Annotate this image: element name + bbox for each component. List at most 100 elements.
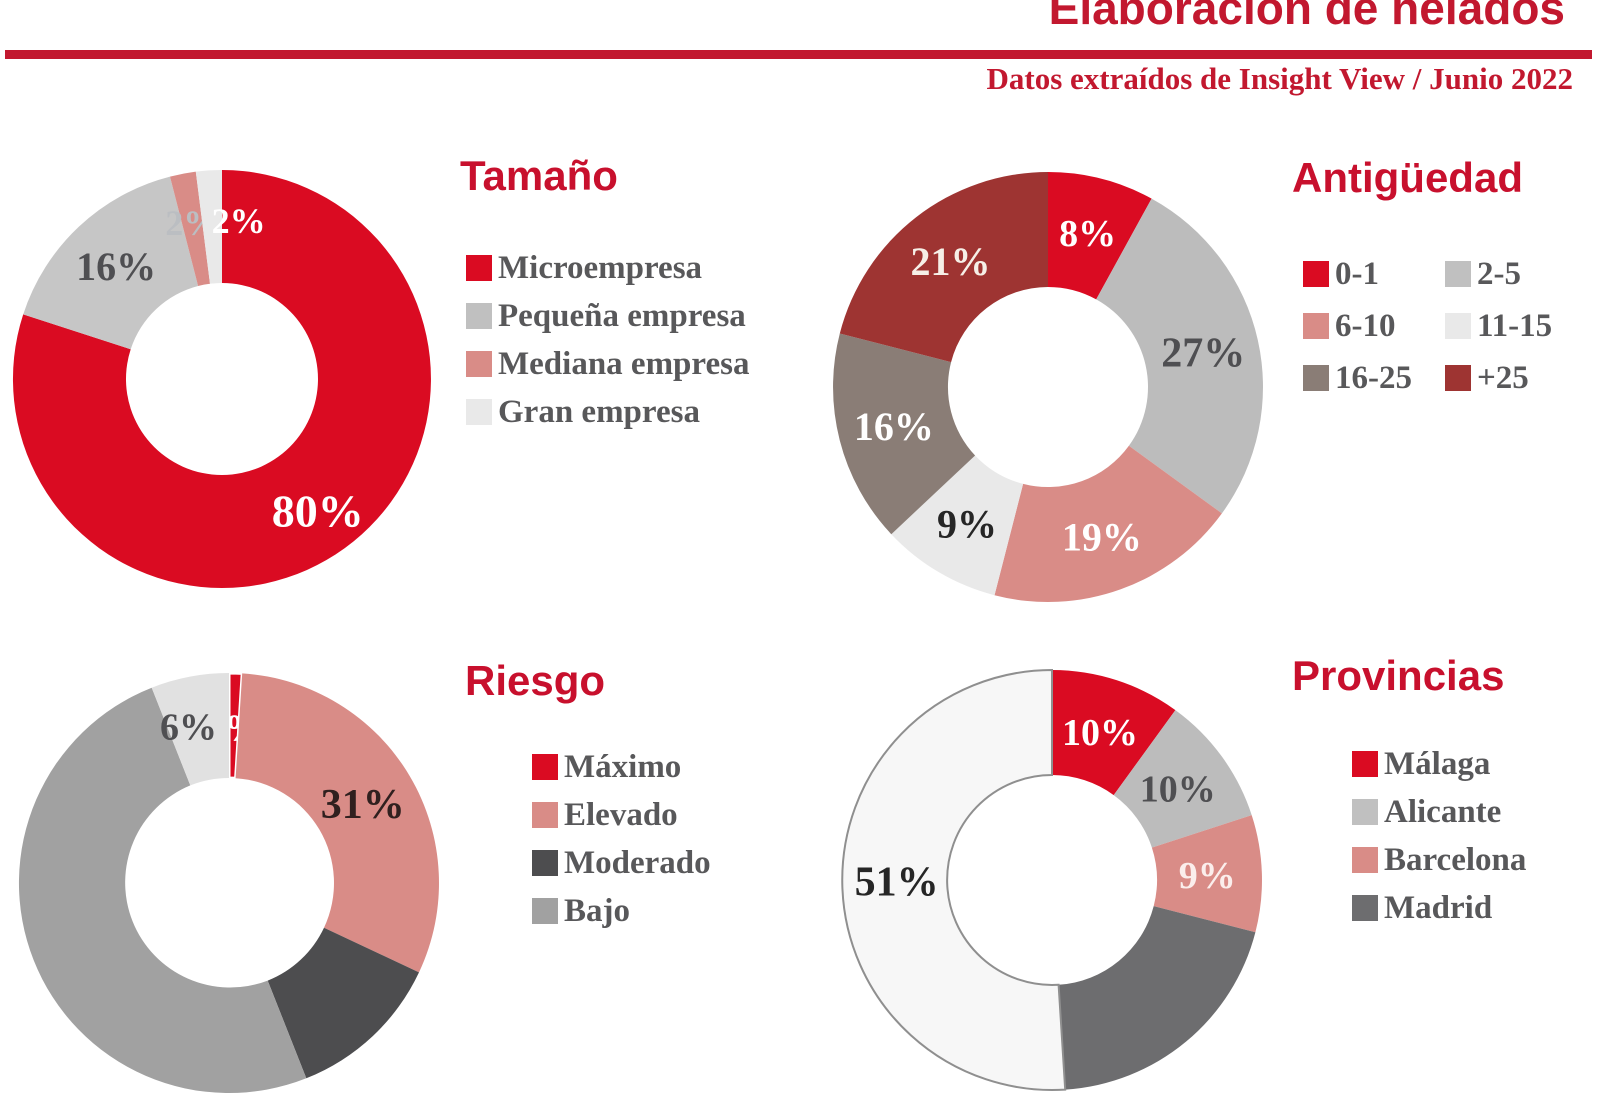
segment-percent-label: 27% [1161, 331, 1245, 377]
page-title: Elaboración de helados [1048, 0, 1565, 34]
legend-item: Barcelona [1352, 842, 1526, 878]
legend-swatch [1445, 365, 1471, 391]
donut-segment-2-5 [1096, 198, 1263, 514]
donut-segment-elevado [235, 673, 439, 973]
donut-segment--25 [839, 172, 1048, 363]
legend-swatch [466, 303, 492, 329]
segment-percent-label: 31% [321, 782, 405, 828]
donut-segment-0-1 [1048, 172, 1152, 300]
segment-percent-label: 51% [855, 860, 939, 906]
legend-item: 11-15 [1445, 308, 1600, 344]
legend-item: Madrid [1352, 890, 1526, 926]
donut-segment-gran-empresa [195, 169, 222, 284]
legend-swatch [1352, 751, 1378, 777]
donut-segment-m-laga [1052, 670, 1176, 796]
legend-tamano: Microempresa Pequeña empresa Mediana empre… [466, 250, 749, 430]
legend-item: Moderado [532, 845, 711, 881]
legend-riesgo: Máximo Elevado Moderado Bajo [532, 749, 711, 929]
legend-item-label: +25 [1477, 359, 1529, 396]
legend-item-label: Barcelona [1384, 841, 1527, 878]
donut-segment-peque-a-empresa [23, 176, 199, 350]
legend-item-label: Pequeña empresa [498, 297, 746, 334]
legend-item-label: Elevado [564, 796, 678, 833]
legend-item-label: 6-10 [1335, 307, 1396, 344]
legend-item-label: Madrid [1384, 889, 1493, 926]
donut-segment-microempresa [12, 170, 431, 588]
legend-item: Mediana empresa [466, 346, 749, 382]
donut-segment-alicante [1113, 710, 1252, 848]
legend-swatch [532, 754, 558, 780]
segment-percent-label: 10% [1140, 769, 1216, 811]
segment-percent-label: 8% [1059, 213, 1116, 255]
legend-swatch [532, 802, 558, 828]
segment-percent-label: 19% [1062, 514, 1142, 559]
segment-percent-label: 80% [272, 486, 364, 537]
legend-swatch [1303, 365, 1329, 391]
segment-percent-label: 6% [160, 706, 217, 748]
donut-chart-tamano: 80%16%2%2% [12, 169, 431, 588]
donut-segment [151, 673, 229, 786]
donut-segment-madrid [1058, 906, 1256, 1090]
donut-chart-antiguedad: 8% 27% 19% 9% 16% 21% [833, 172, 1263, 602]
donut-segment-6-10 [994, 445, 1222, 602]
chart-title-tamano: Tamaño [460, 152, 618, 199]
legend-item: 2-5 [1445, 256, 1600, 292]
legend-item: Pequeña empresa [466, 298, 749, 334]
legend-item-label: Mediana empresa [498, 345, 750, 382]
legend-item-label: Málaga [1384, 745, 1491, 782]
legend-item-label: Microempresa [498, 249, 703, 286]
chart-title-riesgo: Riesgo [465, 657, 606, 704]
legend-item: Microempresa [466, 250, 749, 286]
segment-percent-label: 9% [937, 502, 997, 547]
donut-chart-riesgo: 1%31%6% [18, 671, 439, 1094]
legend-swatch [1352, 799, 1378, 825]
legend-item: +25 [1445, 360, 1600, 396]
legend-swatch [1445, 313, 1471, 339]
segment-percent-label: 9% [1179, 855, 1236, 897]
legend-provincias: Málaga Alicante Barcelona Madrid [1352, 746, 1526, 926]
legend-swatch [532, 850, 558, 876]
legend-item-label: Máximo [564, 748, 682, 785]
legend-item-label: 0-1 [1335, 255, 1379, 292]
legend-antiguedad: 0-1 2-5 6-10 11-15 16-25 +25 [1303, 256, 1600, 396]
legend-item: Alicante [1352, 794, 1526, 830]
donut-segment-mediana-empresa [170, 171, 210, 286]
legend-item: 0-1 [1303, 256, 1445, 292]
segment-percent-label: 21% [911, 239, 991, 284]
segment-percent-label: 2% [212, 201, 266, 241]
legend-item: 6-10 [1303, 308, 1445, 344]
legend-item-label: 11-15 [1477, 307, 1553, 344]
chart-title-antiguedad: Antigüedad [1292, 154, 1523, 201]
legend-swatch [1352, 847, 1378, 873]
header-rule [5, 50, 1592, 59]
legend-swatch [466, 351, 492, 377]
legend-item-label: 2-5 [1477, 255, 1521, 292]
legend-swatch [1352, 895, 1378, 921]
segment-percent-label: 16% [76, 244, 156, 289]
legend-swatch [1303, 313, 1329, 339]
legend-swatch [1445, 261, 1471, 287]
donut-segment-11-15 [891, 455, 1024, 596]
segment-percent-label: 10% [1062, 712, 1138, 754]
legend-swatch [466, 399, 492, 425]
legend-item-label: Alicante [1384, 793, 1502, 830]
legend-swatch [1303, 261, 1329, 287]
donut-segment-16-25 [833, 333, 976, 535]
legend-item-label: Moderado [564, 844, 711, 881]
infographic-page: { "header": { "title": "Elaboración de h… [5, 0, 1600, 1094]
legend-item: Elevado [532, 797, 711, 833]
donut-chart-provincias: 10%10% 9% 51% [841, 668, 1262, 1091]
legend-item: Gran empresa [466, 394, 749, 430]
legend-item-label: 16-25 [1335, 359, 1412, 396]
legend-item: Bajo [532, 893, 711, 929]
data-source-subtitle: Datos extraídos de Insight View / Junio … [986, 61, 1573, 96]
legend-item: Málaga [1352, 746, 1526, 782]
chart-title-provincias: Provincias [1292, 652, 1505, 699]
segment-percent-label: 16% [854, 404, 934, 449]
legend-item-label: Gran empresa [498, 393, 700, 430]
legend-item: Máximo [532, 749, 711, 785]
legend-swatch [532, 898, 558, 924]
legend-swatch [466, 255, 492, 281]
legend-item: 16-25 [1303, 360, 1445, 396]
legend-item-label: Bajo [564, 892, 630, 929]
